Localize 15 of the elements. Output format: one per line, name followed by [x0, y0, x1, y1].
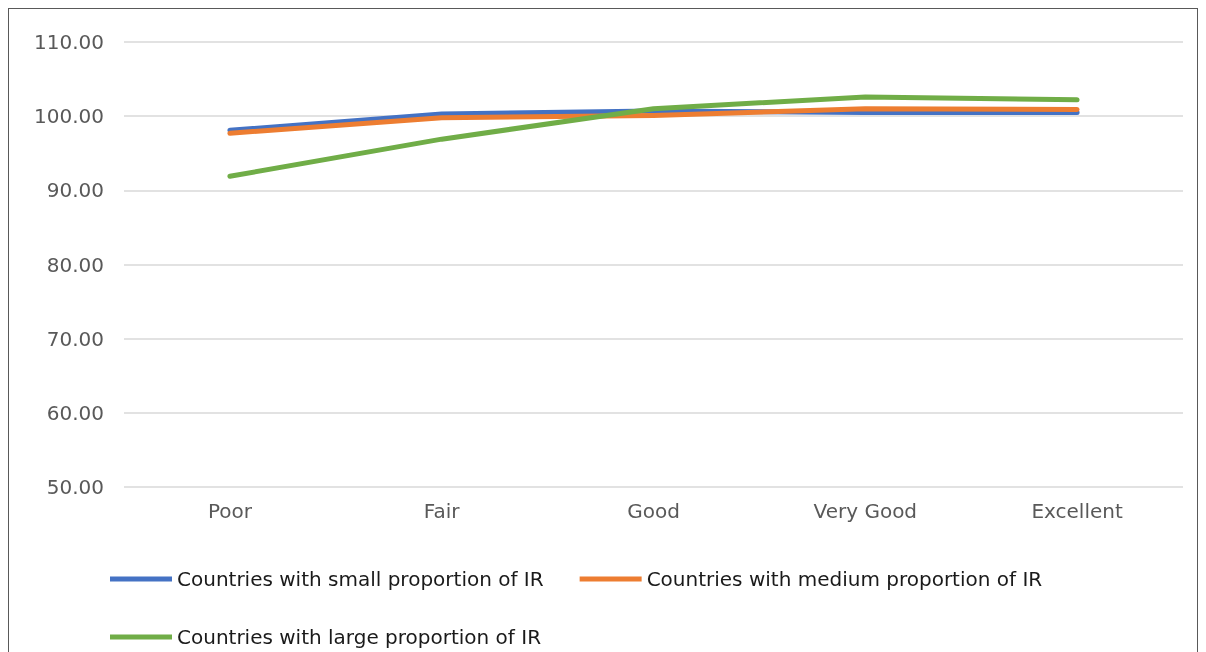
y-tick-label: 70.00: [46, 326, 104, 351]
x-tick-label: Very Good: [813, 499, 918, 523]
y-tick-label: 110.00: [34, 30, 104, 54]
legend-label: Countries with medium proportion of IR: [646, 567, 1043, 591]
y-tick-label: 90.00: [46, 178, 104, 203]
legend-label: Countries with small proportion of IR: [177, 567, 544, 591]
y-tick-label: 80.00: [46, 252, 104, 277]
x-tick-label: Good: [627, 499, 680, 523]
x-tick-label: Poor: [207, 499, 253, 523]
y-tick-label: 100.00: [34, 104, 104, 129]
x-tick-label: Fair: [423, 499, 461, 523]
x-tick-label: Excellent: [1031, 499, 1123, 523]
legend-label: Countries with large proportion of IR: [177, 625, 542, 649]
y-tick-label: 50.00: [46, 475, 104, 499]
y-tick-label: 60.00: [46, 400, 104, 425]
